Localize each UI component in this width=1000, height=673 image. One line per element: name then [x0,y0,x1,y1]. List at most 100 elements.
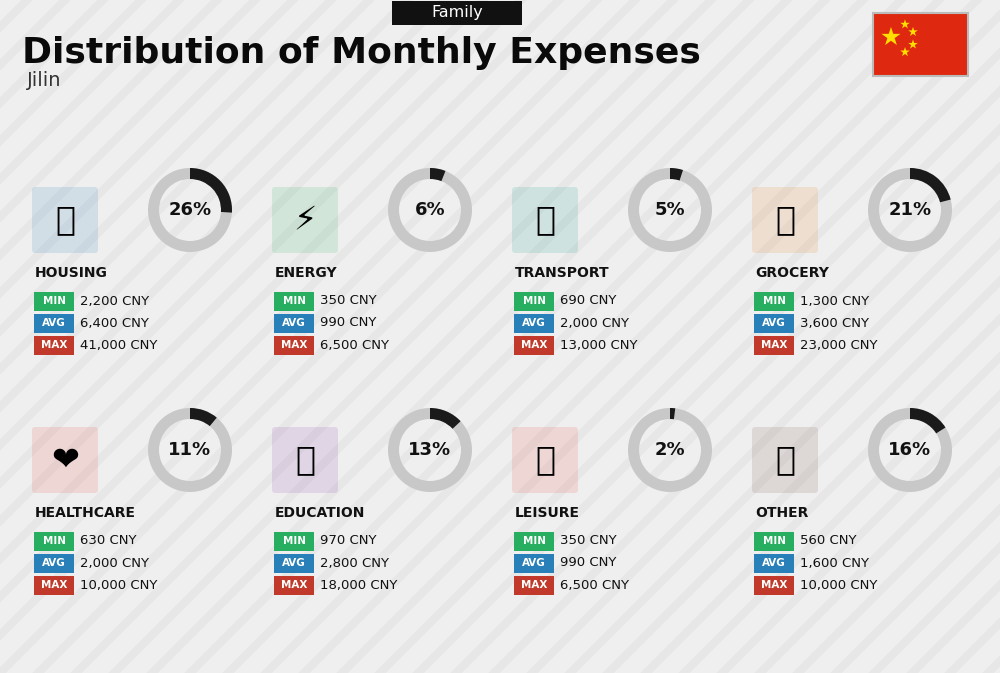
Text: MIN: MIN [42,296,66,306]
FancyBboxPatch shape [752,427,818,493]
Text: ❤: ❤ [51,444,79,476]
Text: MIN: MIN [42,536,66,546]
Text: 🛍: 🛍 [535,444,555,476]
Text: MIN: MIN [283,536,306,546]
Polygon shape [908,40,918,48]
FancyBboxPatch shape [514,553,554,573]
FancyBboxPatch shape [873,13,968,76]
FancyBboxPatch shape [272,187,338,253]
Text: MIN: MIN [763,296,786,306]
Text: MAX: MAX [761,580,787,590]
Text: 21%: 21% [888,201,932,219]
Text: 23,000 CNY: 23,000 CNY [800,339,878,351]
Text: 11%: 11% [168,441,212,459]
FancyBboxPatch shape [514,532,554,551]
Text: MIN: MIN [283,296,306,306]
FancyBboxPatch shape [32,187,98,253]
Wedge shape [868,168,952,252]
Text: Distribution of Monthly Expenses: Distribution of Monthly Expenses [22,36,701,70]
Text: TRANSPORT: TRANSPORT [515,266,610,280]
Text: 630 CNY: 630 CNY [80,534,136,548]
Wedge shape [670,168,683,180]
Text: ⚡: ⚡ [293,203,317,236]
FancyBboxPatch shape [34,553,74,573]
Text: AVG: AVG [42,318,66,328]
Wedge shape [388,168,472,252]
Text: HEALTHCARE: HEALTHCARE [35,506,136,520]
Text: 690 CNY: 690 CNY [560,295,616,308]
Text: MAX: MAX [41,340,67,350]
Wedge shape [388,408,472,492]
FancyBboxPatch shape [34,314,74,332]
Text: 6,400 CNY: 6,400 CNY [80,316,149,330]
Text: 13%: 13% [408,441,452,459]
Wedge shape [430,168,445,181]
Wedge shape [868,408,952,492]
FancyBboxPatch shape [274,553,314,573]
FancyBboxPatch shape [34,291,74,310]
FancyBboxPatch shape [34,532,74,551]
Text: ENERGY: ENERGY [275,266,338,280]
Text: 1,600 CNY: 1,600 CNY [800,557,869,569]
Text: MAX: MAX [761,340,787,350]
Text: AVG: AVG [282,318,306,328]
Polygon shape [908,27,918,36]
Text: LEISURE: LEISURE [515,506,580,520]
Text: MAX: MAX [521,580,547,590]
Text: 2,200 CNY: 2,200 CNY [80,295,149,308]
FancyBboxPatch shape [514,314,554,332]
Text: 🎓: 🎓 [295,444,315,476]
Text: MIN: MIN [763,536,786,546]
FancyBboxPatch shape [754,553,794,573]
Text: Jilin: Jilin [27,71,62,90]
Text: 41,000 CNY: 41,000 CNY [80,339,157,351]
Text: AVG: AVG [282,558,306,568]
FancyBboxPatch shape [34,575,74,594]
FancyBboxPatch shape [514,575,554,594]
FancyBboxPatch shape [272,427,338,493]
Wedge shape [148,168,232,252]
Text: AVG: AVG [762,318,786,328]
FancyBboxPatch shape [34,336,74,355]
FancyBboxPatch shape [514,336,554,355]
FancyBboxPatch shape [754,532,794,551]
Wedge shape [190,408,217,426]
Wedge shape [628,168,712,252]
Text: 1,300 CNY: 1,300 CNY [800,295,869,308]
Text: AVG: AVG [522,558,546,568]
FancyBboxPatch shape [752,187,818,253]
Text: 2,800 CNY: 2,800 CNY [320,557,389,569]
Text: MAX: MAX [521,340,547,350]
FancyBboxPatch shape [754,575,794,594]
Text: 5%: 5% [655,201,685,219]
Wedge shape [190,168,232,213]
Text: 18,000 CNY: 18,000 CNY [320,579,397,592]
FancyBboxPatch shape [754,291,794,310]
Text: 10,000 CNY: 10,000 CNY [80,579,157,592]
Text: 2,000 CNY: 2,000 CNY [560,316,629,330]
Text: Family: Family [431,5,483,20]
Wedge shape [910,168,951,203]
Wedge shape [670,408,675,419]
Text: 26%: 26% [168,201,212,219]
Text: 🚌: 🚌 [535,203,555,236]
Text: 350 CNY: 350 CNY [560,534,617,548]
Text: 560 CNY: 560 CNY [800,534,856,548]
FancyBboxPatch shape [274,314,314,332]
FancyBboxPatch shape [754,314,794,332]
FancyBboxPatch shape [274,291,314,310]
FancyBboxPatch shape [512,187,578,253]
Text: OTHER: OTHER [755,506,808,520]
Text: 2,000 CNY: 2,000 CNY [80,557,149,569]
Text: 10,000 CNY: 10,000 CNY [800,579,877,592]
Polygon shape [900,47,910,56]
Text: 6%: 6% [415,201,445,219]
Polygon shape [900,20,910,28]
Text: 6,500 CNY: 6,500 CNY [320,339,389,351]
Text: 990 CNY: 990 CNY [320,316,376,330]
Text: MAX: MAX [281,580,307,590]
Text: 🛒: 🛒 [775,203,795,236]
Wedge shape [910,408,945,433]
Text: 16%: 16% [888,441,932,459]
Wedge shape [628,408,712,492]
